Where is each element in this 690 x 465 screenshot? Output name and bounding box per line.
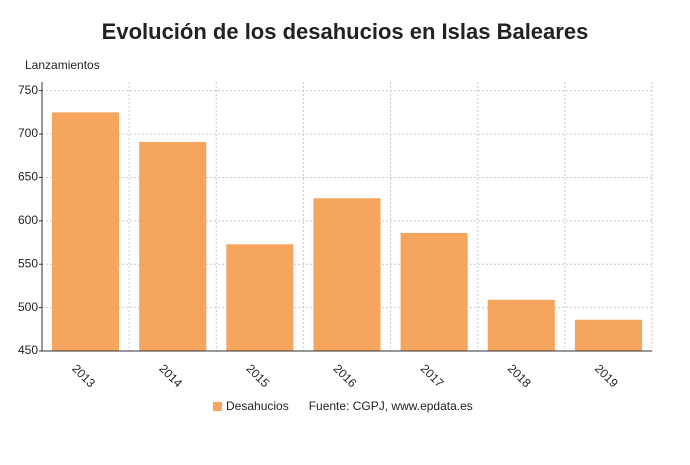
x-tick-label: 2014 xyxy=(156,361,185,390)
y-tick-label: 700 xyxy=(18,126,38,140)
bar xyxy=(226,244,294,351)
y-tick-label: 600 xyxy=(18,213,38,227)
y-tick-label: 550 xyxy=(18,256,38,270)
bar xyxy=(52,112,120,351)
legend-label: Desahucios xyxy=(226,399,289,413)
bar xyxy=(574,319,642,351)
y-tick-label: 650 xyxy=(18,170,38,184)
bar xyxy=(487,299,555,351)
bar xyxy=(313,198,381,351)
bar xyxy=(400,232,468,351)
legend-swatch xyxy=(213,402,222,411)
x-tick-label: 2018 xyxy=(505,361,534,390)
x-tick-label: 2013 xyxy=(69,361,98,390)
y-axis-label: Lanzamientos xyxy=(25,58,100,72)
source: Fuente: CGPJ, www.epdata.es xyxy=(309,399,473,413)
x-tick-label: 2019 xyxy=(592,361,621,390)
y-tick-label: 750 xyxy=(18,83,38,97)
y-tick-label: 500 xyxy=(18,300,38,314)
bar xyxy=(139,141,207,351)
x-tick-label: 2017 xyxy=(418,361,447,390)
x-tick-label: 2016 xyxy=(331,361,360,390)
chart-title: Evolución de los desahucios en Islas Bal… xyxy=(102,19,589,44)
x-tick-label: 2015 xyxy=(243,361,272,390)
y-tick-label: 450 xyxy=(18,343,38,357)
